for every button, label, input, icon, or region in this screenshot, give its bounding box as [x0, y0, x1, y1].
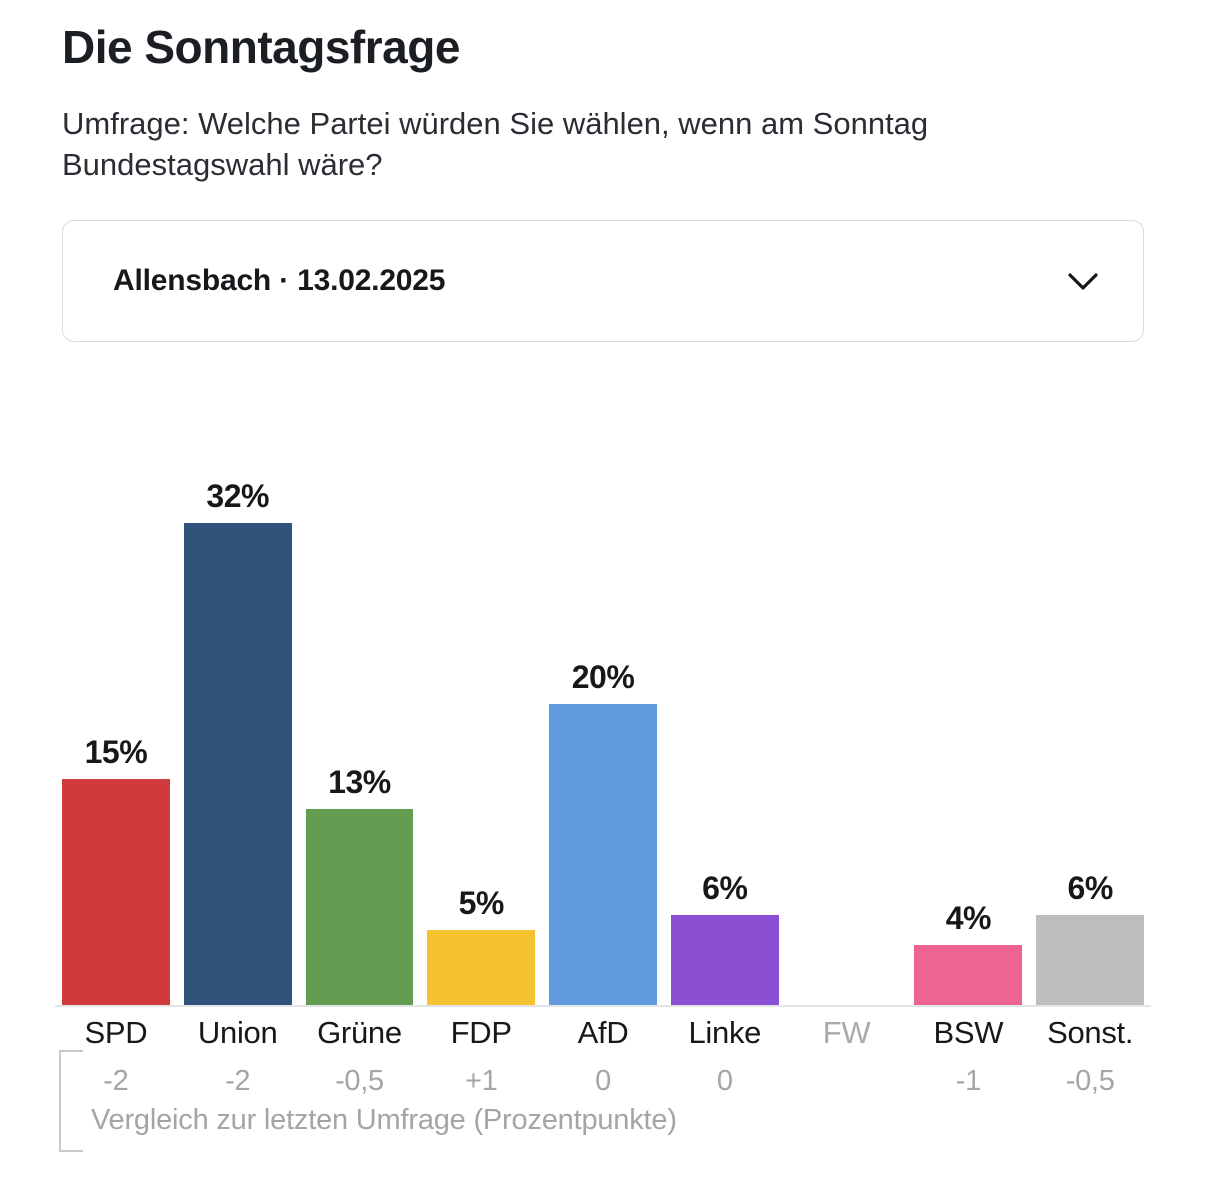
delta-value — [786, 1065, 908, 1098]
bar-value-label: 5% — [458, 884, 505, 921]
category-label-spd: SPD — [84, 1015, 148, 1050]
bar-column[interactable]: 4% — [907, 448, 1029, 1005]
bar-column[interactable]: 5% — [420, 448, 542, 1005]
bar-column[interactable]: 13% — [299, 448, 421, 1005]
bar[interactable] — [427, 929, 536, 1005]
pollster-selector-wrap: Allensbach · 13.02.2025 — [0, 186, 1206, 343]
poll-bar-chart: 15% 32% 13% 5% 20% 6% 4% 6% SPD Union Grüne FDP AfD… — [55, 448, 1151, 1152]
bar-column[interactable]: 32% — [177, 448, 299, 1005]
chart-plot-area: 15% 32% 13% 5% 20% 6% 4% 6% — [55, 448, 1151, 1007]
pollster-date-label: Allensbach · 13.02.2025 — [113, 264, 446, 298]
chart-delta-row: -2 -2 -0,5 +1 0 0 -1 -0,5 — [55, 1065, 1151, 1098]
bar-column[interactable]: 6% — [1029, 448, 1151, 1005]
bar-column[interactable]: 15% — [55, 448, 177, 1005]
bar[interactable] — [549, 703, 657, 1005]
bar-value-label: 20% — [571, 658, 635, 695]
chart-footnote-row: Vergleich zur letzten Umfrage (Prozentpu… — [55, 1050, 1151, 1152]
bar-column[interactable]: 20% — [542, 448, 664, 1005]
delta-value: -0,5 — [1065, 1065, 1115, 1097]
page-subtitle: Umfrage: Welche Partei würden Sie wählen… — [62, 105, 929, 183]
bar-value-label: 15% — [84, 734, 148, 771]
page-title: Die Sonntagsfrage — [62, 21, 460, 73]
pollster-date-dropdown[interactable]: Allensbach · 13.02.2025 — [62, 220, 1144, 343]
bar[interactable] — [305, 809, 414, 1005]
chart-header: Die Sonntagsfrage Umfrage: Welche Partei… — [0, 0, 1206, 186]
bar-value-label: 32% — [206, 478, 269, 515]
category-label-afd: AfD — [577, 1015, 629, 1050]
bar-column[interactable]: 6% — [664, 448, 786, 1005]
delta-value: -2 — [103, 1065, 129, 1097]
category-label-sonst: Sonst. — [1047, 1015, 1134, 1050]
bar[interactable] — [1036, 914, 1145, 1005]
bar[interactable] — [670, 914, 779, 1005]
bar[interactable] — [62, 779, 170, 1005]
bar-value-label: 4% — [945, 899, 992, 936]
category-label-union: Union — [197, 1015, 278, 1050]
delta-value: -0,5 — [335, 1065, 384, 1097]
chart-footnote: Vergleich zur letzten Umfrage (Prozentpu… — [91, 1104, 677, 1136]
delta-value: -1 — [955, 1065, 981, 1097]
bar-value-label: 6% — [702, 869, 748, 906]
category-label-grne: Grüne — [317, 1015, 402, 1050]
delta-value: 0 — [716, 1065, 733, 1097]
category-label-bsw: BSW — [933, 1015, 1004, 1050]
delta-value: +1 — [465, 1065, 498, 1097]
chart-category-axis: SPD Union Grüne FDP AfD Linke FW BSW Sonst. — [55, 1015, 1151, 1051]
bar-value-label: 13% — [328, 764, 391, 801]
delta-value: -2 — [225, 1065, 251, 1097]
chevron-down-icon[interactable] — [1057, 255, 1109, 307]
bar-value-label: 6% — [1067, 869, 1114, 906]
bracket-icon — [59, 1050, 83, 1152]
bar[interactable] — [914, 944, 1023, 1005]
bar-column[interactable] — [786, 448, 908, 1005]
category-label-linke: Linke — [688, 1015, 762, 1050]
bar[interactable] — [183, 523, 292, 1005]
delta-value: 0 — [595, 1065, 611, 1097]
category-label-fdp: FDP — [450, 1015, 512, 1050]
category-label-fw: FW — [822, 1015, 871, 1050]
chart-baseline — [55, 1005, 1151, 1007]
